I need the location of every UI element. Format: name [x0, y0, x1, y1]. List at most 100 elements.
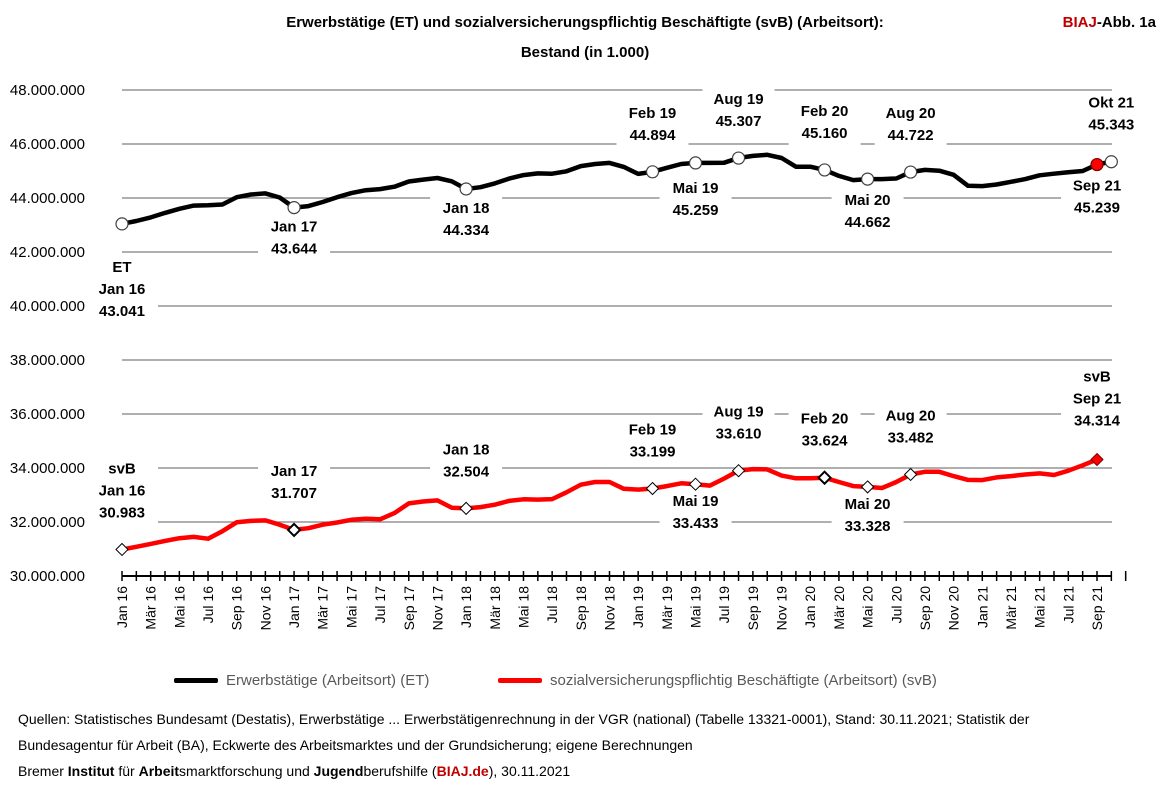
source-line-1: Quellen: Statistisches Bundesamt (Destat…	[18, 711, 1030, 727]
source-bold: Arbeit	[138, 763, 180, 779]
x-tick-label: Mai 20	[860, 586, 876, 628]
x-tick-label: Jan 16	[114, 586, 130, 628]
data-label: Jan 16	[99, 482, 146, 499]
y-tick-label: 42.000.000	[10, 244, 85, 261]
data-label: Aug 20	[886, 407, 936, 424]
x-tick-label: Jul 19	[716, 586, 732, 624]
source-line-2: Bundesagentur für Arbeit (BA), Eckwerte …	[18, 737, 693, 753]
y-tick-label: 48.000.000	[10, 82, 85, 99]
x-tick-label: Mai 16	[171, 586, 187, 628]
marker-et	[1104, 155, 1118, 169]
marker-svb	[115, 542, 129, 557]
label-backing	[258, 459, 331, 508]
x-tick-label: Mai 19	[688, 586, 704, 628]
marker-svb	[688, 477, 703, 491]
source-link-biaj: BIAJ.de	[436, 763, 489, 779]
x-tick-label: Sep 19	[745, 586, 761, 631]
marker-et	[731, 151, 746, 165]
x-tick-label: Jan 18	[458, 586, 474, 628]
x-tick-label: Jan 21	[974, 586, 990, 628]
x-tick-label: Sep 20	[917, 586, 933, 631]
source-bold: Institut	[67, 763, 115, 779]
data-label: Feb 19	[629, 422, 677, 439]
label-backing	[1075, 91, 1148, 140]
source-text: für	[114, 763, 139, 779]
data-label: Aug 19	[714, 404, 764, 421]
x-tick-label: Jul 21	[1060, 586, 1076, 624]
label-backing	[616, 101, 689, 150]
marker-et	[904, 165, 918, 179]
y-tick-label: 36.000.000	[10, 406, 85, 423]
data-label: 34.314	[1074, 413, 1121, 430]
label-backing	[86, 255, 158, 326]
legend-swatch-svb	[498, 678, 542, 683]
label-backing	[831, 189, 904, 238]
label-backing	[702, 400, 775, 449]
x-tick-label: Jan 17	[286, 586, 302, 628]
source-bold: Jugend	[313, 763, 364, 779]
gridlines	[122, 89, 1112, 523]
series-markers	[115, 151, 1118, 557]
data-label: Feb 20	[801, 103, 849, 120]
marker-svb	[903, 467, 918, 482]
label-backing	[702, 88, 775, 137]
data-label: Sep 21	[1073, 178, 1121, 195]
data-label: Mai 20	[845, 496, 891, 513]
marker-svb	[645, 481, 660, 496]
x-tick-label: Jul 16	[200, 586, 216, 624]
figure-badge: BIAJ-Abb. 1a	[1063, 14, 1156, 31]
data-label: 31.707	[271, 485, 317, 502]
x-tick-label: Mär 21	[1003, 586, 1019, 630]
y-tick-label: 44.000.000	[10, 190, 85, 207]
data-label: 33.199	[630, 444, 676, 461]
x-tick-label: Sep 17	[401, 586, 417, 631]
x-tick-label: Mär 20	[831, 586, 847, 630]
data-label: Sep 21	[1073, 391, 1121, 408]
label-backing	[659, 490, 732, 539]
data-label: 44.662	[845, 214, 891, 231]
x-tick-label: Nov 18	[602, 586, 618, 631]
data-label: 45.239	[1074, 200, 1120, 217]
data-label: 45.307	[716, 113, 762, 130]
data-label: 33.482	[888, 429, 934, 446]
data-label: 45.160	[802, 125, 848, 142]
data-label: 44.334	[443, 222, 490, 239]
label-backing	[86, 457, 158, 528]
data-label: Okt 21	[1088, 95, 1134, 112]
legend-entry-et: Erwerbstätige (Arbeitsort) (ET)	[174, 672, 429, 689]
legend-entry-svb: sozialversicherungspflichtig Beschäftigt…	[498, 672, 937, 689]
data-label: 33.433	[673, 515, 719, 532]
y-tick-label: 40.000.000	[10, 298, 85, 315]
data-label: Mai 20	[845, 192, 891, 209]
y-tick-label: 38.000.000	[10, 352, 85, 369]
data-label: Mai 19	[673, 180, 719, 197]
data-label: ET	[112, 259, 131, 276]
label-backing	[1061, 365, 1133, 436]
line-chart: ET Jan 16 43.041 Jan 17 43.644 Jan 18 44.334 Fe…	[9, 82, 1148, 631]
data-label: 45.259	[673, 202, 719, 219]
x-tick-label: Sep 21	[1089, 586, 1105, 631]
axes: 30.000.000 32.000.000 34.000.000 36.000.000…	[10, 82, 1127, 631]
x-tick-label: Nov 19	[774, 586, 790, 631]
marker-et	[688, 156, 703, 170]
label-backing	[430, 196, 503, 245]
label-backing	[788, 407, 861, 456]
x-tick-label: Mär 16	[143, 586, 159, 630]
x-tick-label: Sep 18	[573, 586, 589, 631]
series-line-svb	[119, 457, 1100, 552]
x-tick-label: Mär 18	[487, 586, 503, 630]
data-label: 43.644	[271, 241, 318, 258]
data-label: Jan 18	[443, 441, 490, 458]
x-tick-label: Mai 21	[1032, 586, 1048, 628]
data-label: 33.624	[802, 433, 849, 450]
data-label: Feb 19	[629, 105, 677, 122]
data-label: 44.894	[630, 127, 677, 144]
data-label: 33.328	[845, 518, 891, 535]
source-text: Bremer	[18, 763, 68, 779]
data-label: Jan 18	[443, 200, 490, 217]
data-labels: ET Jan 16 43.041 Jan 17 43.644 Jan 18 44.334 Fe…	[86, 88, 1148, 541]
label-backing	[874, 102, 947, 151]
marker-et	[645, 165, 660, 179]
marker-et	[287, 201, 301, 215]
data-label: Aug 19	[714, 91, 764, 108]
